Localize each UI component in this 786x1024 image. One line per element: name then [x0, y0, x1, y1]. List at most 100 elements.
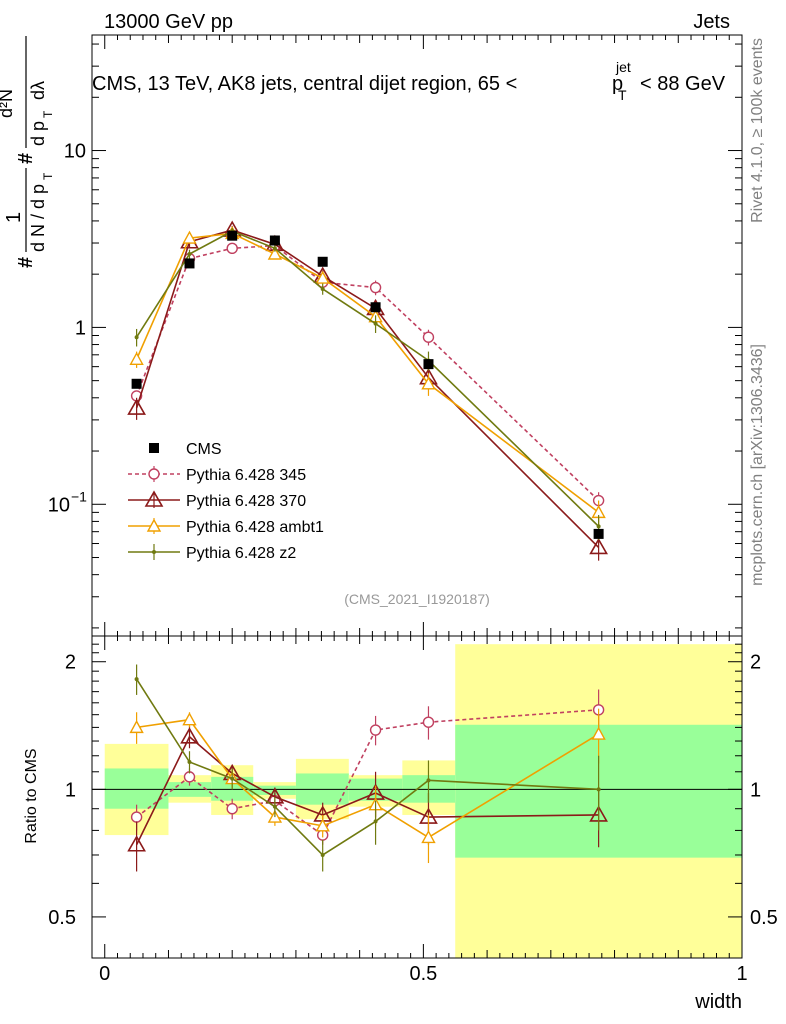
ratio-point-2-1: [182, 712, 197, 726]
legend-label-3: Pythia 6.428 ambt1: [186, 519, 324, 536]
analysis-watermark: (CMS_2021_I1920187): [344, 591, 490, 607]
legend-marker-4: [152, 550, 156, 554]
series-point-3-3: [272, 246, 277, 251]
series-point-2-6: [421, 376, 436, 390]
ratio-tick-label-left-0: 0.5: [48, 907, 76, 929]
x-tick-label-1: 0.5: [409, 963, 437, 985]
ratio-point-1-0: [127, 835, 146, 852]
cms-point-3: [269, 235, 280, 246]
y-tick-base: 1: [75, 317, 86, 339]
legend-item-3: Pythia 6.428 ambt1: [128, 518, 324, 536]
ratio-line-2: [136, 718, 600, 839]
y-tick-label-1: 1: [75, 317, 86, 339]
series-line-1: [135, 229, 600, 549]
ratio-point-2-0: [129, 719, 144, 734]
cms-point-6: [423, 359, 434, 370]
ratio-point-0-2: [226, 803, 238, 815]
ratio-point-3-4: [320, 852, 325, 857]
y-tick-exp: −1: [71, 488, 87, 504]
band-inner-0: [104, 768, 169, 809]
rivet-label: Rivet 4.1.0, ≥ 100k events: [749, 38, 766, 223]
series-layer: [127, 220, 608, 872]
series-point-3-0: [134, 335, 139, 340]
y-label-den: d N / d p: [28, 184, 48, 252]
y-tick-label-2: 10: [64, 141, 86, 163]
ratio-point-3-3: [272, 804, 277, 809]
series-point-3-4: [320, 286, 325, 291]
title-sup: jet: [615, 59, 631, 75]
legend-item-2: Pythia 6.428 370: [128, 490, 306, 510]
series-point-2-0: [129, 351, 144, 366]
cms-data: [131, 230, 604, 539]
ratio-point-3-0: [134, 677, 139, 682]
ratio-point-1-1: [180, 727, 199, 744]
y-label-dpt-sub: T: [41, 110, 55, 118]
series-line-0: [135, 244, 600, 502]
cms-point-2: [227, 230, 238, 241]
axis-ticks: 0 0.5 1 10 −1 1 10 0.5 0.5 1 1 2 2: [48, 35, 778, 985]
series-point-2-4: [315, 270, 330, 284]
y-tick-label-0: 10 −1: [48, 488, 87, 516]
legend-label-4: Pythia 6.428 z2: [186, 545, 296, 562]
series-point-3-5: [373, 321, 378, 326]
header-left: 13000 GeV pp: [104, 11, 233, 33]
ratio-point-3-1: [187, 760, 192, 765]
y-axis-label: # 1 d N / d p T # d²N d p T dλ: [0, 36, 55, 268]
cms-point-7: [593, 528, 604, 539]
x-tick-label-2: 1: [736, 963, 747, 985]
ratio-tick-label-right-0: 0.5: [750, 907, 778, 929]
series-point-3-1: [187, 252, 192, 257]
series-point-2-1: [182, 230, 197, 244]
y-label-hash2: #: [15, 153, 37, 164]
ratio-tick-label-right-2: 2: [750, 652, 761, 674]
cms-point-0: [131, 378, 142, 389]
legend-label-0: CMS: [186, 441, 222, 458]
y-tick-base: 10: [64, 141, 86, 163]
series-point-0-6: [422, 331, 435, 343]
ratio-point-2-6: [421, 829, 436, 844]
ratio-tick-label-right-1: 1: [750, 779, 761, 801]
ratio-point-3-2: [230, 776, 235, 781]
ratio-tick-label-left-1: 1: [65, 779, 76, 801]
series-point-1-0: [127, 398, 146, 415]
cms-point-4: [317, 256, 328, 267]
y-label-den-sub: T: [41, 172, 55, 180]
legend-marker-1: [148, 468, 160, 480]
legend-marker-2: [144, 490, 164, 507]
ratio-plot-frame: [91, 635, 743, 959]
ratio-line-3: [135, 678, 599, 857]
x-tick-label-0: 0: [99, 963, 110, 985]
chart-title: CMS, 13 TeV, AK8 jets, central dijet reg…: [92, 59, 726, 103]
series-point-3-7: [596, 524, 601, 529]
series-point-0-5: [369, 281, 382, 294]
mcplots-label: mcplots.cern.ch [arXiv:1306.3436]: [749, 344, 766, 586]
y-label-num: 1: [3, 212, 25, 223]
title-prefix: CMS, 13 TeV, AK8 jets, central dijet reg…: [92, 73, 517, 95]
ratio-y-label: Ratio to CMS: [23, 748, 40, 843]
y-label-dpt: d p: [28, 121, 48, 146]
legend-item-1: Pythia 6.428 345: [128, 466, 306, 484]
ratio-point-0-6: [422, 716, 435, 728]
series-point-2-3: [267, 246, 283, 260]
ratio-tick-label-left-2: 2: [65, 652, 76, 674]
title-sub: T: [618, 87, 627, 103]
legend-marker-3: [146, 518, 162, 532]
legend-label-1: Pythia 6.428 345: [186, 467, 306, 484]
ratio-line-0: [136, 709, 599, 837]
cms-point-5: [370, 302, 381, 313]
legend-item-4: Pythia 6.428 z2: [128, 544, 296, 562]
series-line-2: [135, 232, 600, 514]
ratio-point-0-5: [369, 724, 382, 736]
title-var: p: [612, 73, 623, 95]
series-line-3: [135, 230, 600, 527]
ratio-point-3-5: [373, 819, 378, 824]
y-label-d2n: d²N: [0, 89, 16, 118]
legend-marker-0: [149, 443, 159, 453]
ratio-point-3-7: [596, 787, 601, 792]
ratio-point-0-0: [130, 811, 143, 823]
series-point-0-2: [226, 242, 238, 255]
ratio-point-2-4: [315, 818, 330, 832]
cms-point-1: [184, 258, 195, 269]
legend-item-0: CMS: [149, 441, 222, 458]
